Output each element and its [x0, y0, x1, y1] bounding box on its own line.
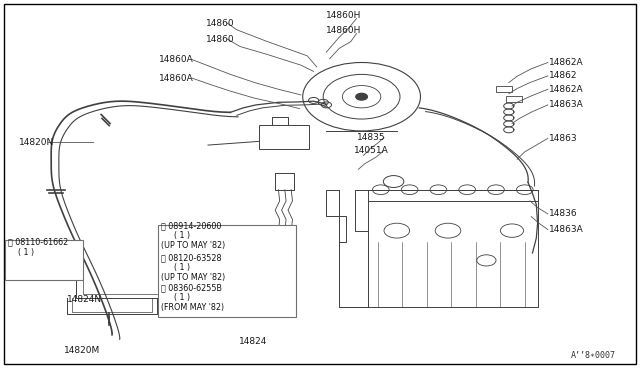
Text: 14051A: 14051A	[354, 146, 388, 155]
Text: A’’8∗0007: A’’8∗0007	[571, 351, 616, 360]
Text: ( 1 ): ( 1 )	[174, 231, 190, 240]
Text: 14863: 14863	[549, 134, 578, 143]
Text: 14863A: 14863A	[549, 100, 584, 109]
Text: (UP TO MAY '82): (UP TO MAY '82)	[161, 273, 225, 282]
Text: (FROM MAY '82): (FROM MAY '82)	[161, 304, 225, 312]
Text: 14860: 14860	[206, 19, 235, 28]
Text: 14820M: 14820M	[64, 346, 100, 355]
Text: 14863A: 14863A	[549, 225, 584, 234]
Text: 14862A: 14862A	[549, 58, 584, 67]
Text: 14860H: 14860H	[326, 11, 362, 20]
Text: 14836: 14836	[549, 209, 578, 218]
Text: (UP TO MAY '82): (UP TO MAY '82)	[161, 241, 225, 250]
Text: 14862A: 14862A	[549, 85, 584, 94]
Bar	[259, 125, 309, 149]
Text: 14862: 14862	[549, 71, 578, 80]
Text: Ⓑ 08120-63528: Ⓑ 08120-63528	[161, 253, 222, 262]
Text: ⓝ 08914-20600: ⓝ 08914-20600	[161, 221, 221, 230]
Text: ( 1 ): ( 1 )	[174, 294, 190, 302]
Bar	[158, 225, 296, 317]
Text: Ⓑ 08360-6255B: Ⓑ 08360-6255B	[161, 283, 222, 292]
Circle shape	[356, 93, 367, 100]
Text: 14824N: 14824N	[67, 295, 102, 304]
Bar	[5, 240, 83, 280]
Text: 14860A: 14860A	[159, 55, 193, 64]
Text: 14835: 14835	[357, 133, 386, 142]
Text: 14824: 14824	[239, 337, 267, 346]
Text: 14860H: 14860H	[326, 26, 362, 35]
Text: Ⓑ 08110-61662: Ⓑ 08110-61662	[8, 237, 68, 246]
Bar	[496, 86, 512, 92]
Bar	[506, 96, 522, 102]
Text: ( 1 ): ( 1 )	[18, 248, 34, 257]
Text: ( 1 ): ( 1 )	[174, 263, 190, 272]
Text: 14860A: 14860A	[159, 74, 193, 83]
Text: 14860: 14860	[206, 35, 235, 44]
Text: 14820N: 14820N	[19, 138, 54, 147]
